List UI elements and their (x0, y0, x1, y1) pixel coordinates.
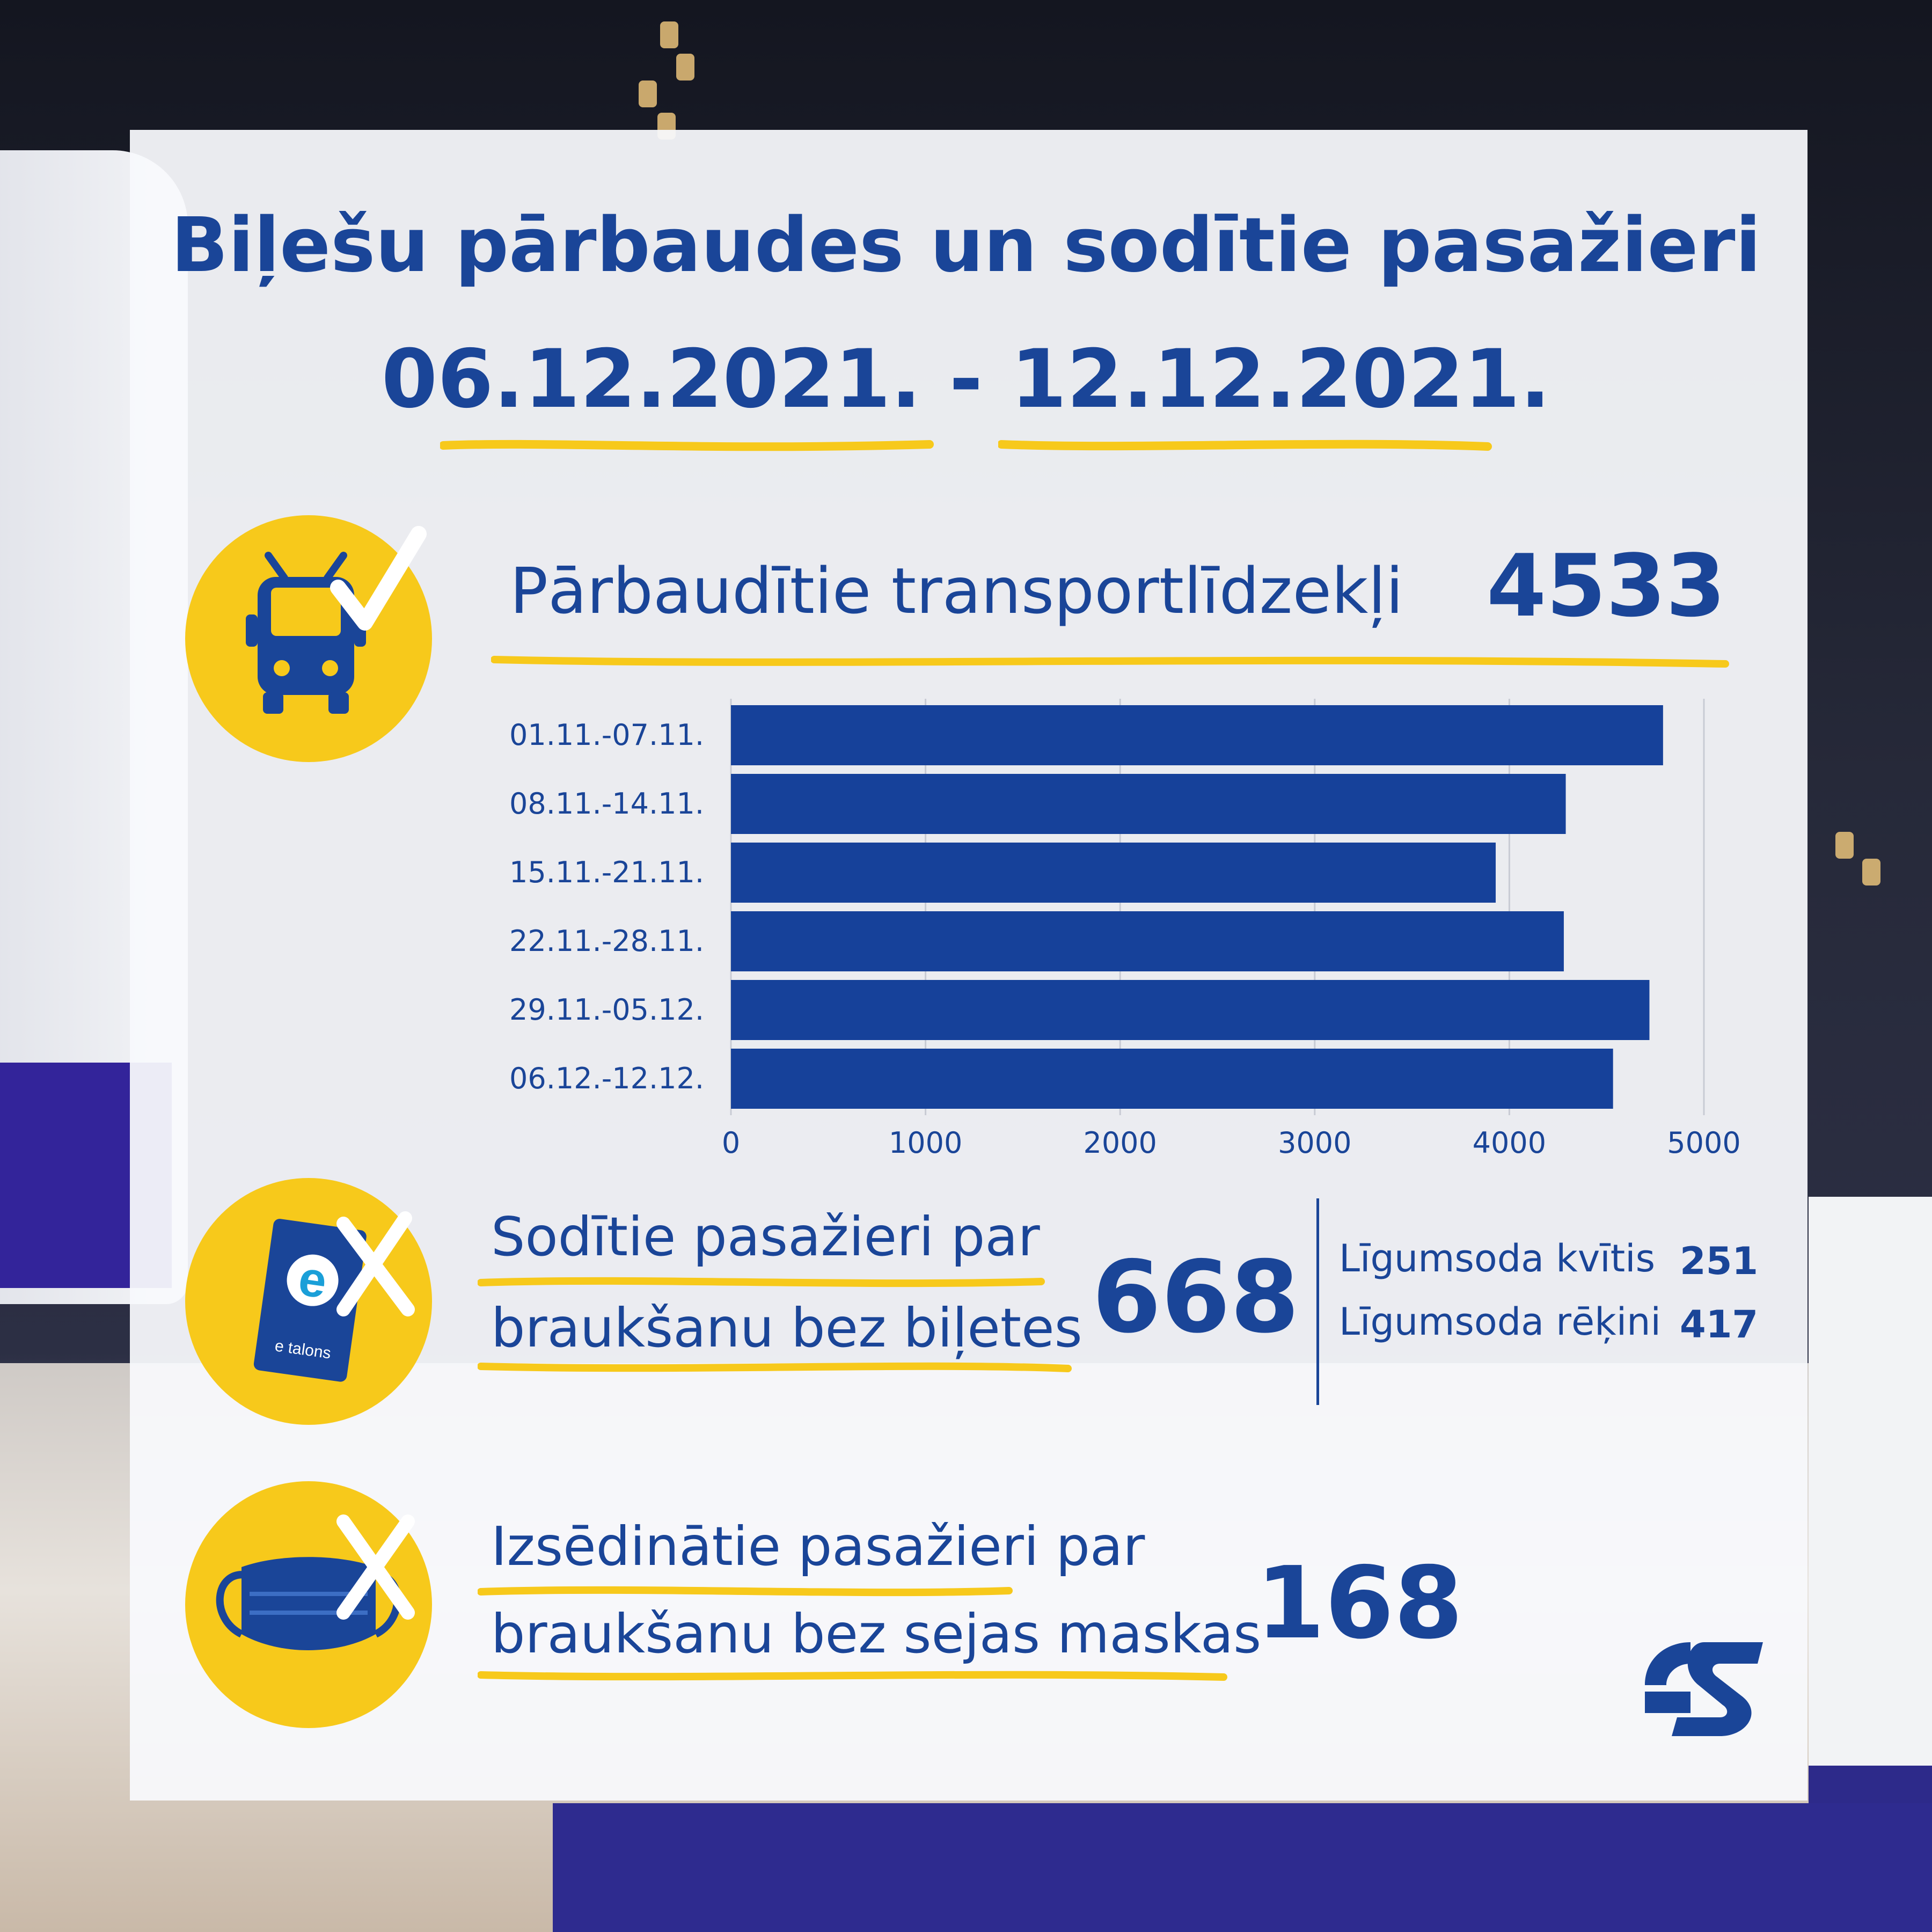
vehicles-underline (491, 656, 1729, 668)
breakdown-label-receipts: Līgumsoda kvītis (1339, 1236, 1656, 1280)
removed-label-line1: Izsēdinātie pasažieri par (491, 1515, 1145, 1578)
bar (731, 774, 1566, 834)
bar (731, 911, 1564, 971)
fined-value: 668 (1092, 1239, 1300, 1355)
x-tick-label: 5000 (1667, 1126, 1740, 1160)
bar (731, 980, 1650, 1040)
bar (731, 705, 1663, 765)
fined-underline-1 (478, 1277, 1045, 1287)
breakdown-value-receipts: 251 (1680, 1239, 1759, 1283)
rigas-satiksme-logo (1645, 1642, 1763, 1736)
breakdown-divider (1316, 1198, 1319, 1405)
trolleybus-check-icon (182, 513, 435, 765)
breakdown-label-invoices: Līgumsoda rēķini (1339, 1300, 1661, 1344)
category-label: 29.11.-05.12. (509, 993, 704, 1027)
removed-underline-1 (478, 1586, 1013, 1597)
breakdown-value-invoices: 417 (1680, 1302, 1759, 1346)
x-tick-label: 2000 (1083, 1126, 1157, 1160)
removed-value: 168 (1256, 1545, 1463, 1661)
fined-label-line1: Sodītie pasažieri par (491, 1205, 1040, 1268)
bar (731, 1049, 1613, 1109)
period-dates: 06.12.2021. - 12.12.2021. (381, 333, 1551, 426)
category-label: 15.11.-21.11. (509, 855, 704, 889)
category-label: 22.11.-28.11. (509, 924, 704, 958)
etalons-card-cross-icon: e e talons (182, 1175, 435, 1428)
x-tick-label: 1000 (889, 1126, 962, 1160)
period-underline-right (998, 440, 1492, 451)
page-title: Biļešu pārbaudes un sodītie pasažieri (171, 202, 1761, 289)
bar (731, 843, 1496, 903)
fined-underline-2 (478, 1362, 1072, 1372)
removed-label-line2: braukšanu bez sejas maskas (491, 1602, 1262, 1665)
vehicles-label: Pārbaudītie transportlīdzekļi (510, 554, 1403, 628)
removed-underline-2 (478, 1671, 1227, 1681)
face-mask-cross-icon (182, 1479, 435, 1731)
category-label: 06.12.-12.12. (509, 1062, 704, 1095)
period-underline-left (440, 440, 934, 451)
category-label: 01.11.-07.11. (509, 718, 704, 752)
fined-label-line2: braukšanu bez biļetes (491, 1297, 1082, 1359)
vehicles-value: 4533 (1487, 536, 1726, 636)
x-tick-label: 3000 (1278, 1126, 1351, 1160)
x-tick-label: 0 (722, 1126, 740, 1160)
x-tick-label: 4000 (1473, 1126, 1546, 1160)
category-label: 08.11.-14.11. (509, 787, 704, 821)
